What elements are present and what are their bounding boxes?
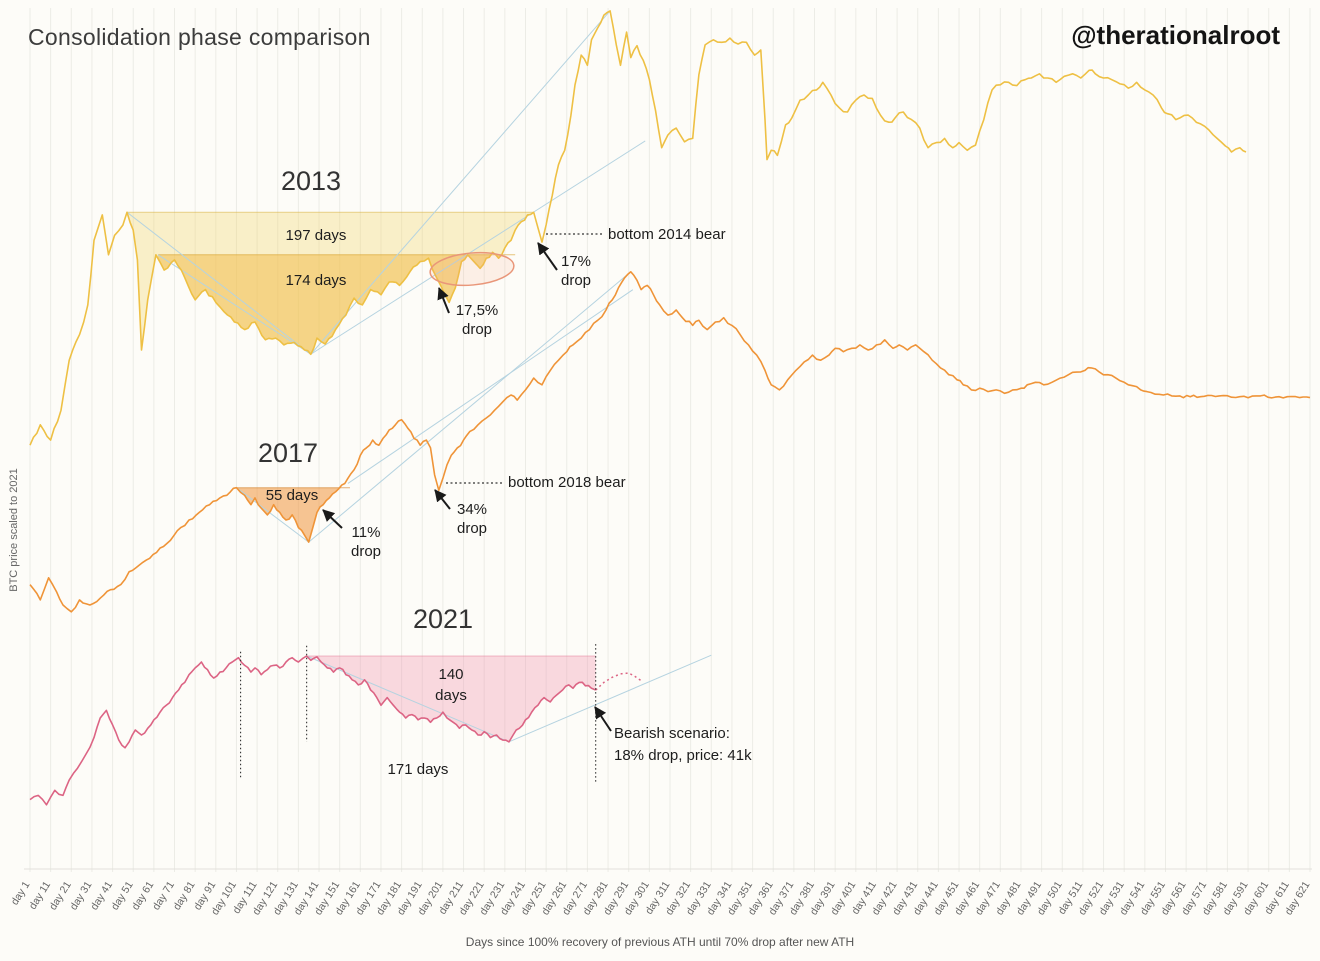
callout-34-drop-line2: drop <box>456 520 488 537</box>
callout-11-drop-line2: drop <box>350 543 382 560</box>
label-140-days: 140 days <box>421 664 481 706</box>
callout-bearish-line2: 18% drop, price: 41k <box>614 747 752 764</box>
label-year-2021: 2021 <box>413 604 474 634</box>
callout-bearish-scenario: Bearish scenario: 18% drop, price: 41k <box>614 723 752 767</box>
label-140-days-line2: days <box>435 687 467 704</box>
label-140-days-line1: 140 <box>438 666 464 683</box>
callout-11-drop-line1: 11% <box>351 524 381 541</box>
label-year-2017: 2017 <box>258 438 319 468</box>
y-axis-label: BTC price scaled to 2021 <box>8 468 20 592</box>
label-171-days: 171 days <box>387 761 449 778</box>
watermark: @therationalroot <box>1071 20 1280 50</box>
label-55-days: 55 days <box>265 487 319 504</box>
label-year-2013: 2013 <box>281 166 342 196</box>
callout-34-drop-line1: 34% <box>456 501 488 518</box>
callout-17-drop: 17% drop <box>554 252 598 290</box>
chart-title: Consolidation phase comparison <box>28 24 371 50</box>
callout-17-drop-line1: 17% <box>560 253 592 270</box>
x-axis-title: Days since 100% recovery of previous ATH… <box>465 935 855 949</box>
callout-175-drop: 17,5% drop <box>450 301 504 339</box>
callout-bottom-2014-bear: bottom 2014 bear <box>608 226 726 243</box>
callout-175-drop-line2: drop <box>461 321 493 338</box>
label-197-days: 197 days <box>285 227 347 244</box>
callout-34-drop: 34% drop <box>450 500 494 538</box>
callout-11-drop: 11% drop <box>344 523 388 561</box>
label-174-days: 174 days <box>285 272 347 289</box>
callout-bearish-line1: Bearish scenario: <box>614 725 730 742</box>
callout-175-drop-line1: 17,5% <box>455 302 499 319</box>
callout-17-drop-line2: drop <box>560 272 592 289</box>
callout-bottom-2018-bear: bottom 2018 bear <box>508 474 626 491</box>
